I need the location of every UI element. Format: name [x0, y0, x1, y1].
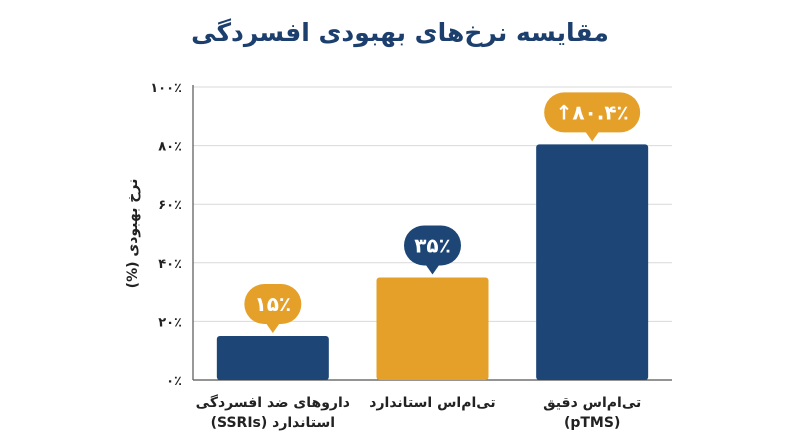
data-label-badge-2	[544, 92, 641, 133]
bar-2	[536, 144, 649, 380]
data-label-pointer-1	[425, 264, 440, 275]
y-tick-label-5: ۱۰۰٪	[150, 81, 182, 96]
data-label-badge-0	[244, 284, 302, 325]
data-label-pointer-2	[585, 131, 600, 142]
data-label-2: ۸۰.۴٪↑	[556, 100, 629, 124]
y-tick-label-4: ۸۰٪	[158, 140, 182, 155]
y-tick-label-3: ۶۰٪	[158, 198, 182, 213]
y-tick-label-0: ۰٪	[166, 374, 182, 389]
category-label-0: داروهای ضد افسردگی	[196, 394, 350, 411]
data-label-pointer-0	[265, 323, 280, 334]
y-tick-label-1: ۲۰٪	[158, 315, 182, 330]
data-label-1: ۳۵٪	[414, 233, 451, 257]
data-label-badge-1	[404, 225, 461, 266]
category-label-0-line2: استاندارد (SSRIs)	[211, 415, 335, 431]
data-label-0: ۱۵٪	[255, 292, 292, 316]
chart-title: مقایسه نرخ‌های بهبودی افسردگی	[191, 18, 609, 47]
category-label-2: تی‌ام‌اس دقیق	[543, 395, 641, 411]
category-label-1: تی‌ام‌اس استاندارد	[369, 395, 495, 411]
bar-0	[216, 336, 329, 380]
bar-1	[376, 277, 489, 380]
y-tick-label-2: ۴۰٪	[158, 257, 182, 272]
category-label-2-line2: (pTMS)	[564, 415, 620, 431]
y-axis-label: نرخ بهبودی (%)	[125, 179, 141, 289]
